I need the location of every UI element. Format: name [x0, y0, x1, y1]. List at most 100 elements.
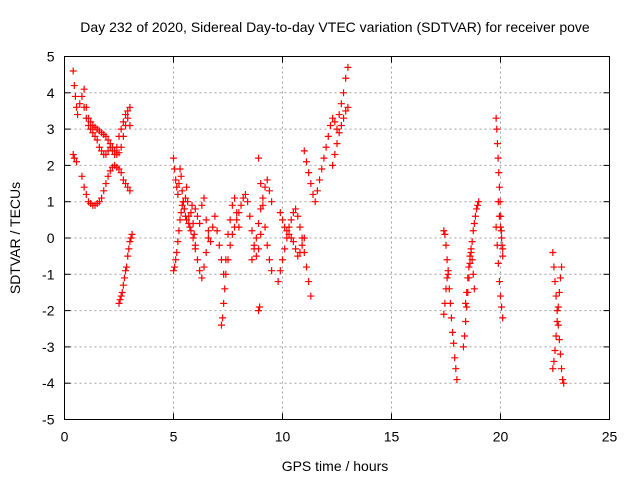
data-point — [553, 317, 561, 325]
data-point — [287, 216, 295, 224]
data-point — [344, 103, 352, 111]
data-point — [259, 194, 267, 202]
data-point — [95, 198, 103, 206]
data-point — [174, 238, 182, 246]
data-point — [326, 121, 334, 129]
data-point — [237, 201, 245, 209]
data-point — [239, 194, 247, 202]
data-point — [495, 183, 503, 191]
data-point — [78, 172, 86, 180]
data-point — [474, 201, 482, 209]
data-point — [279, 256, 286, 264]
data-point — [340, 114, 348, 122]
data-point — [178, 201, 186, 209]
data-point — [180, 205, 188, 213]
series-sat-arc-w — [549, 249, 568, 387]
data-point — [117, 169, 125, 177]
data-point — [451, 354, 459, 362]
data-point — [495, 169, 503, 177]
data-point — [493, 140, 501, 148]
data-point — [560, 379, 568, 387]
data-point — [281, 245, 289, 253]
data-point — [200, 263, 208, 271]
data-point — [465, 263, 473, 271]
data-point — [78, 92, 86, 100]
data-point — [554, 321, 562, 329]
series-sat-arc-d — [115, 230, 136, 307]
data-point — [178, 187, 186, 195]
series-sat-arc-u — [492, 223, 507, 322]
data-point — [111, 147, 119, 155]
data-point — [493, 125, 501, 133]
data-point — [179, 198, 187, 206]
series-sat-arc-h — [217, 190, 265, 329]
data-point — [74, 111, 82, 119]
data-point — [459, 343, 467, 351]
y-tick-label: 0 — [47, 230, 55, 246]
data-point — [246, 212, 254, 220]
data-point — [311, 198, 319, 206]
data-point — [204, 227, 212, 235]
data-point — [443, 274, 451, 282]
data-point — [220, 299, 228, 307]
data-point — [257, 205, 265, 213]
data-point — [87, 118, 95, 126]
data-point — [70, 82, 78, 90]
y-tick-label: 1 — [47, 194, 55, 210]
data-point — [196, 219, 204, 227]
data-point — [333, 125, 341, 133]
data-point — [117, 143, 125, 151]
data-point — [340, 89, 348, 97]
data-point — [551, 347, 559, 355]
series-sat-arc-v — [494, 198, 507, 253]
data-point — [70, 154, 78, 162]
data-point — [492, 114, 500, 122]
data-point — [559, 376, 567, 384]
data-point — [276, 267, 284, 275]
data-point — [106, 167, 114, 175]
data-point — [106, 140, 114, 148]
data-point — [91, 132, 99, 140]
data-point — [198, 274, 206, 282]
series-sat-arc-i — [248, 176, 276, 264]
data-point — [128, 230, 136, 238]
data-point — [265, 256, 273, 264]
data-point — [494, 154, 502, 162]
data-point — [495, 278, 503, 286]
data-point — [213, 227, 221, 235]
data-point — [115, 165, 123, 173]
data-point — [126, 238, 134, 246]
data-point — [171, 263, 179, 271]
data-point — [498, 303, 506, 311]
data-point — [181, 212, 189, 220]
axis-ticks — [64, 56, 610, 420]
data-point — [494, 259, 502, 267]
data-point — [470, 219, 478, 227]
data-point — [177, 209, 185, 217]
data-point — [173, 183, 181, 191]
data-point — [452, 365, 460, 373]
y-tick-label: 4 — [47, 85, 55, 101]
data-point — [188, 201, 196, 209]
data-point — [550, 263, 558, 271]
data-point — [466, 259, 474, 267]
data-point — [296, 249, 304, 257]
data-point — [471, 212, 479, 220]
series-sat-arc-q — [440, 267, 452, 318]
data-point — [252, 252, 260, 260]
data-point — [494, 198, 502, 206]
data-point — [118, 288, 126, 296]
x-axis-label: GPS time / hours — [282, 458, 389, 474]
data-point — [549, 249, 557, 257]
data-point — [100, 187, 108, 195]
data-point — [441, 230, 449, 238]
data-point — [207, 238, 215, 246]
y-tick-label: 2 — [47, 157, 55, 173]
data-point — [224, 256, 232, 264]
data-point — [450, 339, 458, 347]
data-point — [172, 176, 180, 184]
data-point — [187, 227, 195, 235]
data-point — [231, 223, 239, 231]
data-point — [257, 230, 265, 238]
